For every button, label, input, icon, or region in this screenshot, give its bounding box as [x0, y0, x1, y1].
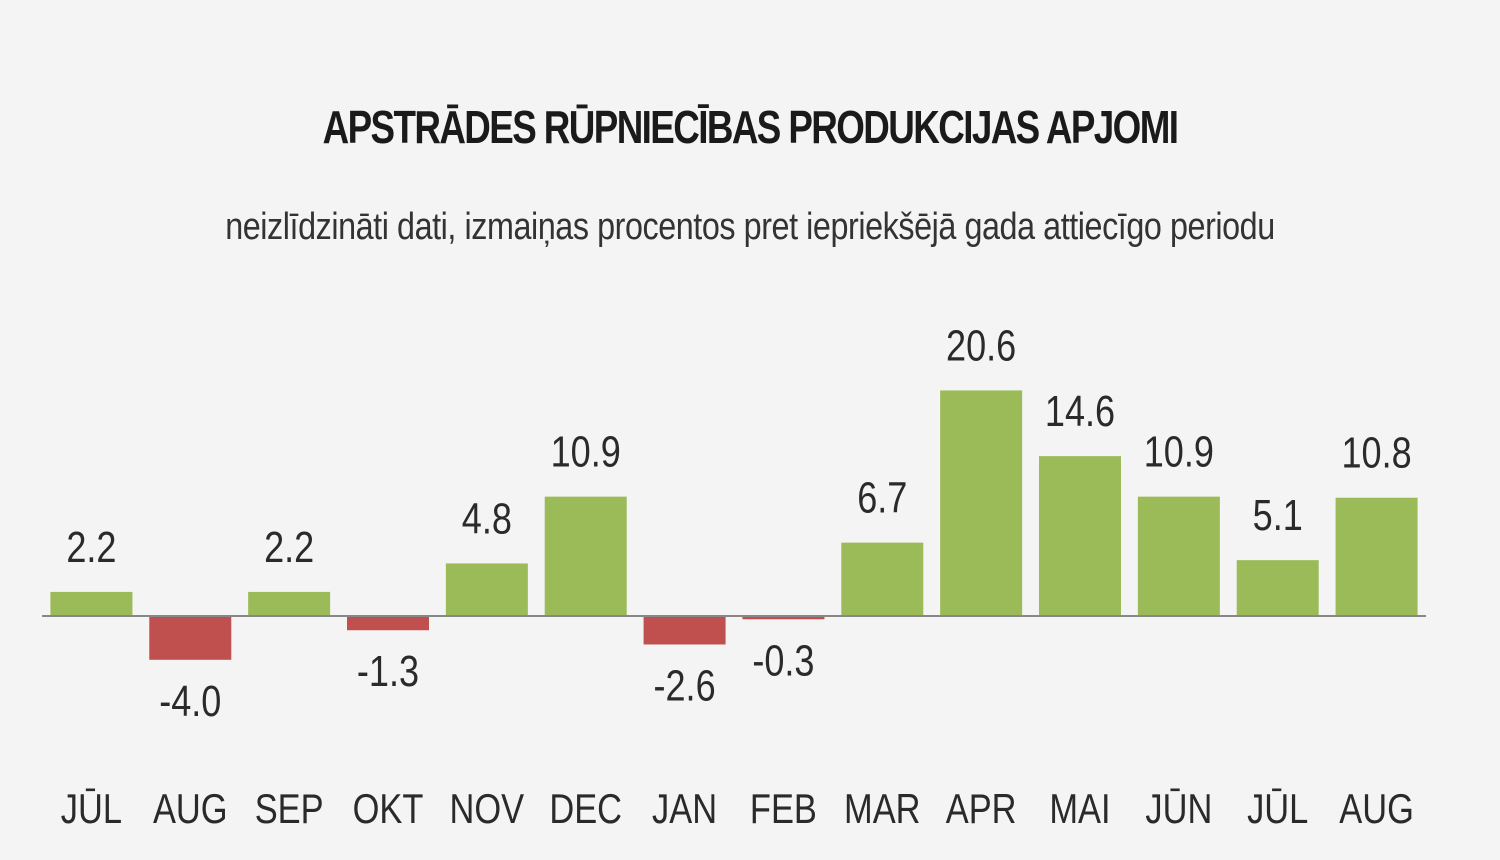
category-label: JAN: [652, 786, 717, 833]
value-label: 10.9: [1144, 427, 1214, 476]
value-label: 10.9: [551, 427, 621, 476]
value-label: -1.3: [357, 647, 419, 696]
bar: [1137, 496, 1220, 616]
bars-group: [50, 390, 1418, 660]
category-label: FEB: [750, 786, 817, 833]
category-label: JŪL: [61, 786, 122, 833]
category-label: APR: [946, 786, 1017, 833]
bar: [544, 496, 627, 616]
value-label: -2.6: [653, 661, 715, 710]
bar: [643, 616, 726, 645]
bar: [1039, 456, 1121, 616]
category-label: AUG: [1339, 786, 1414, 833]
bar: [841, 542, 924, 616]
value-label: 10.8: [1341, 428, 1411, 477]
bar: [445, 563, 528, 616]
value-label: 6.7: [857, 473, 907, 522]
value-label: 4.8: [462, 494, 512, 543]
category-label: OKT: [353, 786, 424, 833]
category-labels-group: JŪL AUG SEP OKT NOV DEC JAN FEB MAR APR MAI JŪN JŪL A…: [61, 786, 1414, 833]
bar: [742, 616, 825, 620]
bar: [1236, 560, 1319, 616]
bar: [347, 616, 429, 631]
category-label: AUG: [153, 786, 228, 833]
category-label: JŪL: [1247, 786, 1308, 833]
category-label: JŪN: [1145, 786, 1212, 833]
category-label: MAI: [1049, 786, 1110, 833]
category-label: DEC: [549, 786, 622, 833]
bar: [1335, 497, 1418, 616]
value-label: 14.6: [1045, 387, 1115, 436]
bar: [149, 616, 232, 660]
value-label: 5.1: [1253, 491, 1303, 540]
bar: [940, 390, 1023, 616]
category-label: NOV: [450, 786, 525, 833]
category-label: MAR: [844, 786, 921, 833]
value-label: 20.6: [946, 321, 1016, 370]
value-label: 2.2: [66, 523, 116, 572]
chart-subtitle: neizlīdzināti dati, izmaiņas procentos p…: [225, 206, 1275, 248]
bar: [50, 591, 133, 616]
bar: [248, 591, 331, 616]
value-label: 2.2: [264, 523, 314, 572]
category-label: SEP: [255, 786, 324, 833]
chart-title: APSTRĀDES RŪPNIECĪBAS PRODUKCIJAS APJOMI: [322, 101, 1179, 153]
value-label: -0.3: [752, 636, 814, 685]
value-labels-group: 2.2 -4.0 2.2 -1.3 4.8 10.9 -2.6 -0.3 6.7 20.6 14.6…: [66, 321, 1411, 726]
value-label: -4.0: [159, 676, 221, 725]
